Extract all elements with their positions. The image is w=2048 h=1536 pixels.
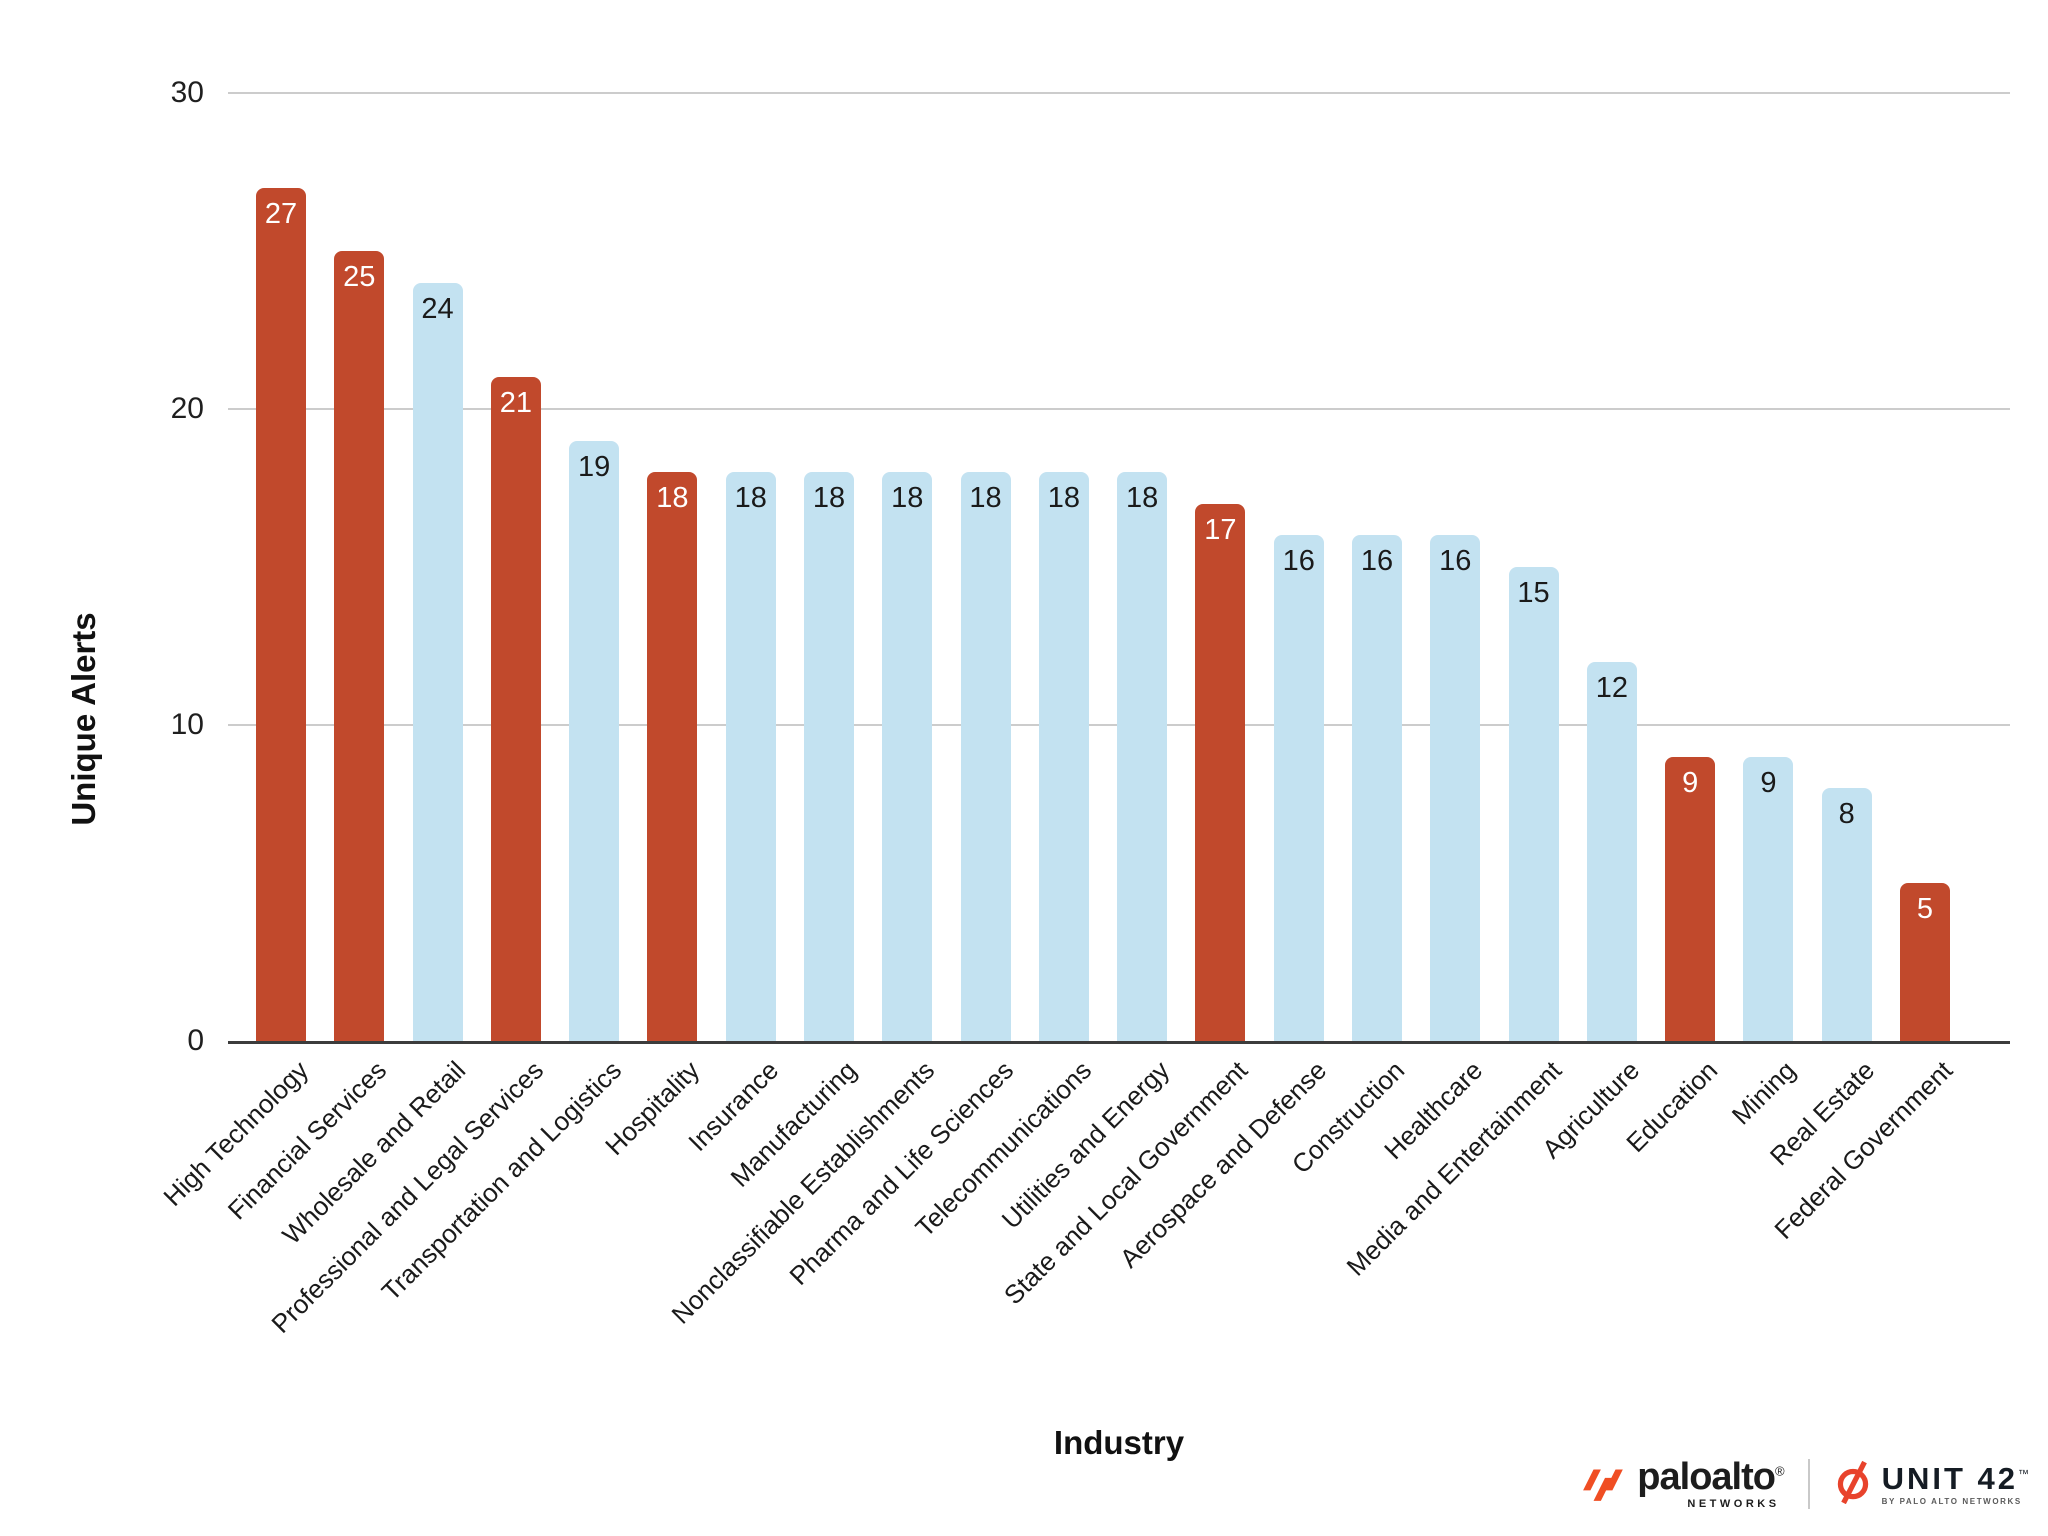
- x-tick-label-federal-government: Federal Government: [1768, 1055, 1959, 1245]
- bar-value-label: 9: [1760, 766, 1777, 799]
- bar-insurance: 18: [725, 472, 776, 1041]
- bar-value-label: 17: [1204, 513, 1237, 546]
- brand-footer: paloalto® NETWORKS UNIT 42™ BY PALO ALTO…: [1581, 1458, 2032, 1510]
- x-tick-label-agriculture: Agriculture: [1535, 1055, 1646, 1165]
- bar-state-and-local-government: 17: [1195, 503, 1246, 1041]
- bar-real-estate: 8: [1821, 788, 1872, 1041]
- bar-transportation-and-logistics: 19: [569, 440, 620, 1041]
- bar-value-label: 8: [1838, 798, 1855, 831]
- bar-value-label: 18: [1126, 482, 1159, 515]
- x-tick-label-pharma-and-life-sciences: Pharma and Life Sciences: [782, 1055, 1019, 1291]
- x-tick-label-financial-services: Financial Services: [222, 1055, 393, 1226]
- x-tick-label-nonclassifiable-establishments: Nonclassifiable Establishments: [665, 1055, 941, 1330]
- bar-mining: 9: [1743, 756, 1794, 1041]
- x-tick-label-state-and-local-government: State and Local Government: [998, 1055, 1254, 1311]
- x-tick-label-hospitality: Hospitality: [599, 1055, 706, 1162]
- x-tick-label-mining: Mining: [1726, 1055, 1802, 1131]
- bar-value-label: 19: [578, 450, 611, 483]
- footer-divider: [1807, 1459, 1810, 1509]
- x-tick-label-manufacturing: Manufacturing: [724, 1055, 863, 1193]
- paloalto-networks-logo: paloalto® NETWORKS: [1581, 1456, 1785, 1510]
- bar-nonclassifiable-establishments: 18: [882, 472, 933, 1041]
- bar-value-label: 21: [499, 387, 532, 420]
- bar-value-label: 24: [421, 292, 454, 325]
- bar-value-label: 5: [1916, 893, 1934, 926]
- bar-value-label: 12: [1595, 671, 1628, 704]
- bar-aerospace-and-defense: 16: [1273, 535, 1324, 1041]
- x-tick-label-utilities-and-energy: Utilities and Energy: [995, 1055, 1176, 1235]
- registered-mark: ®: [1774, 1463, 1785, 1479]
- x-tick-labels: High Technology Financial Services Wholesa…: [157, 1041, 2010, 1381]
- bar-pharma-and-life-sciences: 18: [960, 472, 1011, 1041]
- x-tick-label-construction: Construction: [1285, 1055, 1411, 1180]
- y-tick-label-0: 0: [187, 1024, 204, 1057]
- trademark-mark: ™: [2018, 1468, 2032, 1481]
- bar-value-label: 16: [1439, 545, 1472, 578]
- paloalto-logo-icon: [1581, 1463, 1627, 1506]
- bar-value-label: 16: [1282, 545, 1315, 578]
- gridline-y20: [228, 407, 2010, 410]
- plot-area: 0 10 20 30 High Technology Financial Services…: [157, 76, 2010, 1339]
- bar-value-label: 18: [656, 482, 689, 515]
- bar-value-label: 18: [734, 482, 767, 515]
- y-tick-label-10: 10: [170, 707, 204, 741]
- bar-value-label: 18: [969, 482, 1002, 515]
- paloalto-wordmark: paloalto®: [1637, 1456, 1785, 1498]
- unit42-byline: BY PALO ALTO NETWORKS: [1881, 1496, 2022, 1506]
- x-tick-label-education: Education: [1620, 1055, 1724, 1158]
- bar-value-label: 18: [812, 482, 846, 515]
- bar-education: 9: [1665, 756, 1716, 1041]
- bar-media-and-entertainment: 15: [1508, 567, 1559, 1041]
- bar-value-label: 9: [1682, 766, 1699, 799]
- x-tick-label-aerospace-and-defense: Aerospace and Defense: [1113, 1055, 1332, 1274]
- bar-wholesale-and-retail: 24: [412, 282, 463, 1041]
- x-tick-label-insurance: Insurance: [681, 1055, 784, 1157]
- x-tick-label-real-estate: Real Estate: [1763, 1055, 1880, 1172]
- bar-high-technology: 27: [256, 187, 306, 1041]
- unit42-logo: UNIT 42™ BY PALO ALTO NETWORKS: [1834, 1460, 2032, 1509]
- bar-manufacturing: 18: [804, 472, 854, 1041]
- unit42-logo-icon: [1834, 1460, 1872, 1509]
- bar-value-label: 16: [1360, 545, 1394, 578]
- bar-agriculture: 12: [1586, 661, 1637, 1041]
- x-tick-label-telecommunications: Telecommunications: [909, 1055, 1098, 1243]
- x-tick-label-professional-and-legal-services: Professional and Legal Services: [265, 1055, 550, 1339]
- x-tick-label-transportation-and-logistics: Transportation and Logistics: [375, 1055, 628, 1307]
- y-axis-title: Unique Alerts: [65, 612, 102, 826]
- bar-construction: 16: [1352, 535, 1402, 1041]
- bar-professional-and-legal-services: 21: [490, 377, 541, 1041]
- x-tick-label-high-technology: High Technology: [157, 1055, 315, 1212]
- bar-value-label: 18: [1047, 482, 1080, 515]
- bar-value-label: 25: [343, 261, 376, 293]
- x-tick-label-media-and-entertainment: Media and Entertainment: [1340, 1055, 1567, 1282]
- x-tick-label-healthcare: Healthcare: [1378, 1055, 1489, 1166]
- bar-federal-government: 5: [1900, 883, 1950, 1041]
- bar-value-label: 27: [264, 197, 298, 230]
- bar-value-label: 15: [1517, 577, 1550, 609]
- bar-utilities-and-energy: 18: [1117, 472, 1168, 1041]
- bar-value-label: 18: [891, 482, 924, 515]
- bar-healthcare: 16: [1430, 535, 1481, 1041]
- x-tick-label-wholesale-and-retail: Wholesale and Retail: [275, 1055, 471, 1250]
- bar-telecommunications: 18: [1038, 472, 1089, 1041]
- bar-financial-services: 25: [334, 251, 385, 1041]
- gridline-y30: [228, 92, 2010, 94]
- bar-hospitality: 18: [647, 472, 698, 1041]
- paloalto-networks-label: NETWORKS: [1687, 1498, 1780, 1510]
- x-axis-title: Industry: [1053, 1424, 1185, 1461]
- unit42-wordmark: UNIT 42™: [1881, 1460, 2032, 1496]
- y-tick-label-20: 20: [170, 391, 204, 425]
- y-tick-label-30: 30: [170, 76, 204, 109]
